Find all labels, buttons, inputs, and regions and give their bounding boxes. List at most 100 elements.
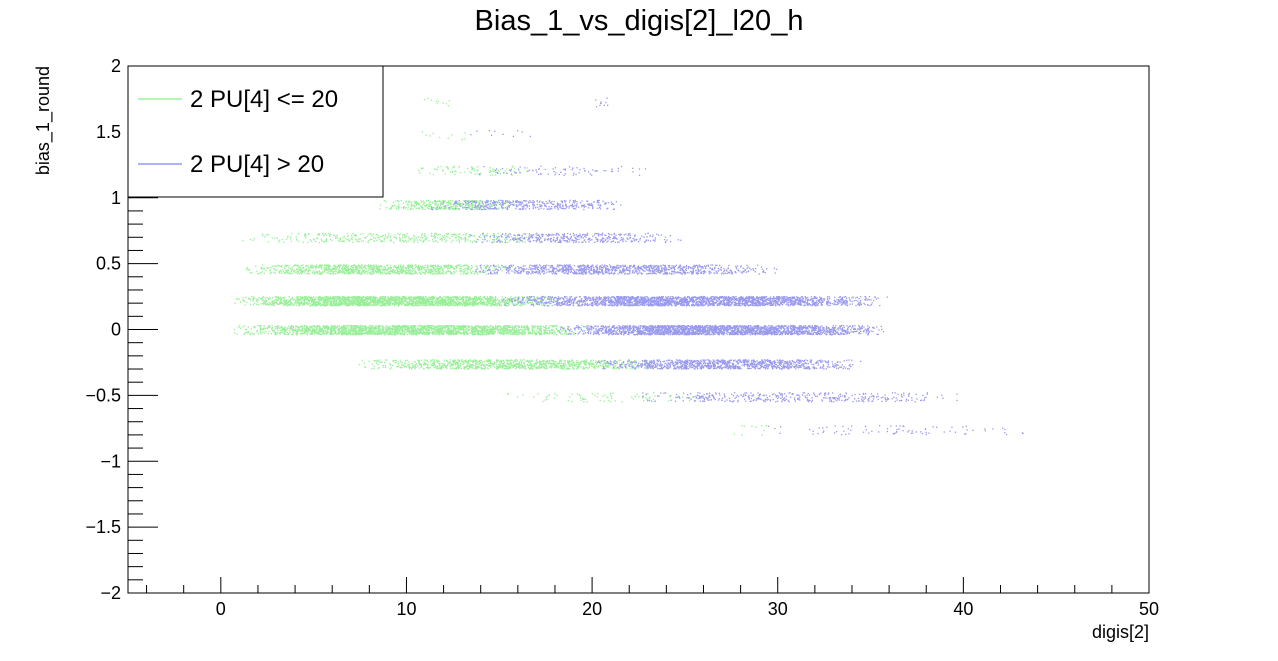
data-point	[319, 273, 321, 275]
data-point	[462, 206, 464, 208]
data-point	[395, 208, 397, 210]
data-point	[417, 301, 420, 303]
data-point	[387, 330, 389, 333]
data-point	[373, 297, 375, 299]
data-point	[395, 237, 398, 240]
data-point	[336, 266, 338, 269]
data-point	[356, 239, 358, 241]
data-point	[407, 200, 409, 203]
data-point	[386, 264, 388, 266]
data-point	[460, 237, 462, 239]
data-point	[455, 265, 457, 267]
data-point	[498, 207, 500, 209]
data-point	[526, 296, 528, 298]
data-point	[336, 297, 338, 299]
data-point	[302, 298, 304, 300]
data-point	[443, 301, 445, 303]
data-point	[436, 208, 438, 210]
data-point	[379, 273, 381, 275]
data-point	[407, 271, 409, 274]
data-point	[276, 300, 278, 302]
data-point	[370, 238, 373, 240]
data-point	[296, 329, 298, 331]
data-point	[356, 267, 358, 269]
data-point	[389, 304, 391, 306]
data-point	[420, 296, 422, 298]
data-point	[304, 298, 306, 300]
data-point	[422, 302, 424, 304]
data-point	[332, 268, 334, 270]
data-point	[525, 300, 527, 302]
data-point	[431, 303, 433, 305]
data-point	[393, 327, 395, 329]
data-point	[494, 296, 497, 298]
data-point	[387, 300, 390, 302]
data-point	[325, 234, 327, 236]
data-point	[332, 299, 335, 301]
data-point	[457, 233, 459, 235]
data-point	[478, 297, 480, 299]
data-point	[383, 304, 386, 306]
data-point	[508, 301, 510, 303]
data-point	[449, 199, 452, 202]
data-point	[367, 296, 369, 298]
data-point	[452, 171, 454, 173]
data-point	[403, 297, 405, 300]
data-point	[426, 272, 429, 274]
data-point	[383, 240, 385, 242]
data-point	[368, 269, 370, 271]
data-point	[304, 328, 306, 330]
data-point	[310, 296, 312, 298]
data-point	[436, 267, 438, 269]
data-point	[487, 328, 489, 330]
data-point	[305, 299, 307, 301]
data-point	[455, 303, 457, 306]
data-point	[410, 303, 412, 305]
data-point	[449, 304, 452, 306]
data-point	[425, 303, 428, 305]
data-point	[453, 299, 455, 301]
data-point	[331, 270, 333, 273]
data-point	[549, 330, 551, 332]
data-point	[346, 305, 348, 307]
data-point	[462, 333, 464, 335]
data-point	[329, 265, 332, 268]
data-point	[393, 236, 395, 238]
data-point	[500, 302, 502, 304]
data-point	[249, 268, 251, 271]
data-point	[307, 329, 310, 331]
data-point	[497, 302, 500, 304]
data-point	[504, 265, 506, 267]
data-point	[383, 238, 385, 240]
data-point	[434, 236, 436, 238]
data-point	[448, 270, 450, 273]
data-point	[334, 295, 337, 298]
data-point	[573, 332, 575, 335]
data-point	[369, 271, 372, 273]
data-point	[404, 299, 406, 301]
data-point	[364, 237, 366, 239]
data-point	[323, 269, 326, 271]
data-point	[495, 302, 497, 304]
data-point	[398, 328, 400, 330]
data-point	[323, 325, 325, 327]
data-point	[390, 240, 392, 242]
data-point	[352, 304, 354, 306]
data-point	[306, 326, 309, 328]
data-point	[464, 303, 466, 305]
data-point	[503, 202, 505, 204]
data-point	[389, 208, 391, 210]
data-point	[348, 239, 350, 242]
data-point	[326, 298, 328, 300]
data-point	[369, 232, 371, 235]
data-point	[351, 302, 354, 304]
data-point	[273, 268, 275, 270]
data-point	[499, 173, 502, 175]
data-point	[501, 270, 503, 272]
data-point	[444, 326, 447, 328]
data-point	[310, 266, 312, 268]
data-point	[460, 298, 462, 300]
data-point	[265, 304, 267, 306]
data-point	[351, 296, 353, 298]
